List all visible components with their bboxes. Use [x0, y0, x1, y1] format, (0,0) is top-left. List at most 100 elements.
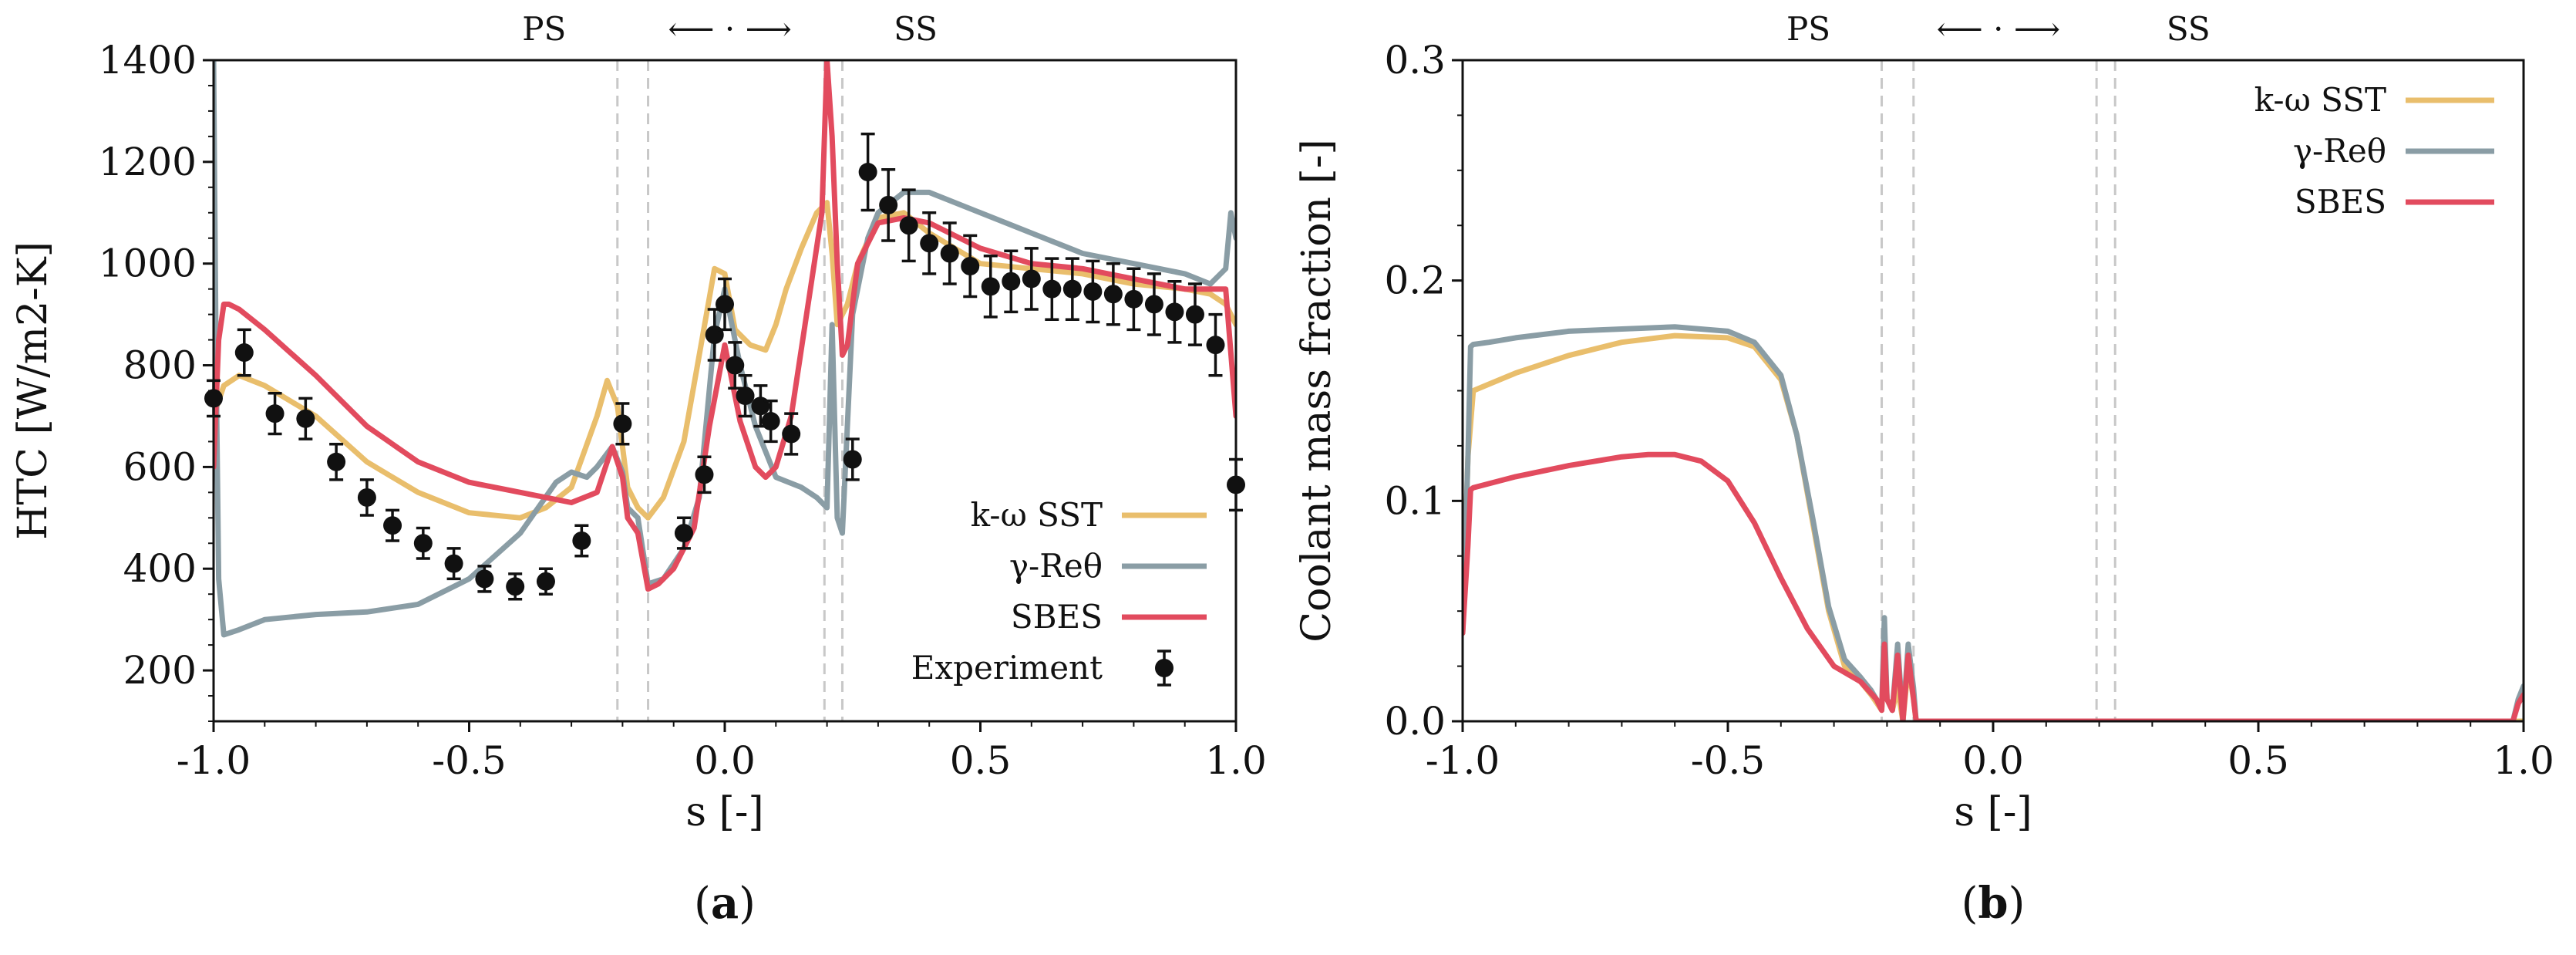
experiment-point — [413, 526, 433, 560]
panel-b-label-letter: b — [1978, 878, 2008, 929]
experiment-marker — [383, 516, 402, 535]
panel-a-htc-chart: -1.0 -0.5 0.0 0.5 1.0 200 400 600 800 1000 1200 140… — [10, 10, 1267, 929]
experiment-point — [1062, 257, 1082, 321]
experiment-point — [327, 442, 346, 481]
panel-b-x-axis-title: s [-] — [1954, 789, 2032, 835]
panel-b-x-tick-label: -1.0 — [1426, 738, 1500, 783]
experiment-marker — [1103, 285, 1123, 304]
panel-a-experiment-points — [204, 132, 1245, 601]
panel-b-legend: k-ω SST γ-Reθ SBES — [2254, 81, 2494, 221]
panel-b-y-tick-label: 0.3 — [1384, 38, 1446, 83]
legend-entry-gamma: γ-Reθ — [1009, 547, 1207, 585]
experiment-marker — [705, 325, 724, 344]
panel-b-series-line-sst — [1463, 332, 2524, 721]
experiment-marker — [751, 397, 770, 416]
experiment-point — [383, 508, 402, 542]
experiment-point — [1124, 267, 1143, 332]
panel-b-marker-lines — [1881, 60, 2116, 721]
panel-a-axis-ticks: -1.0 -0.5 0.0 0.5 1.0 200 400 600 800 1000 1200 140… — [99, 38, 1267, 783]
panel-a-marker-lines — [616, 60, 844, 721]
experiment-point — [296, 397, 315, 440]
legend-entry-experiment: Experiment — [911, 649, 1174, 687]
panel-a-annotation-ps: PS — [522, 10, 566, 48]
legend-label: γ-Reθ — [1009, 547, 1103, 585]
panel-b-series — [1463, 324, 2524, 721]
panel-b-y-tick-label: 0.0 — [1384, 699, 1446, 744]
panel-a-y-tick-label: 200 — [123, 648, 197, 693]
experiment-marker — [1062, 279, 1082, 299]
legend-entry-sst: k-ω SST — [2254, 81, 2494, 119]
experiment-point — [1185, 282, 1204, 346]
experiment-marker — [761, 412, 780, 431]
panel-a-x-tick-label: -1.0 — [177, 738, 251, 783]
panel-a-series-line-sst — [214, 200, 1236, 521]
experiment-point — [782, 412, 801, 456]
experiment-marker — [357, 488, 376, 507]
experiment-point — [1206, 312, 1225, 377]
panel-a-x-tick-label: 0.5 — [950, 738, 1012, 783]
panel-a-label-letter: a — [711, 878, 739, 929]
panel-a-y-tick-label: 1000 — [99, 241, 197, 286]
experiment-point — [613, 402, 632, 446]
experiment-marker — [413, 534, 433, 553]
panel-b-annotation-ps: PS — [1786, 10, 1830, 48]
panel-b-series-line-gamma — [1463, 324, 2524, 721]
experiment-point — [843, 437, 862, 481]
panel-a-y-tick-label: 1200 — [99, 140, 197, 184]
experiment-marker — [716, 295, 734, 314]
experiment-marker — [444, 554, 463, 573]
experiment-marker — [234, 343, 254, 363]
experiment-marker — [782, 424, 801, 444]
panel-b-annotation-ss: SS — [2167, 10, 2211, 48]
panel-b-axis-ticks: -1.0 -0.5 0.0 0.5 1.0 0.0 0.1 0.2 0.3 — [1384, 38, 2554, 783]
panel-b-x-tick-label: 0.0 — [1962, 738, 2024, 783]
panel-b-y-tick-label: 0.1 — [1384, 478, 1446, 523]
experiment-point — [1165, 280, 1184, 344]
legend-entry-sbes: SBES — [1011, 598, 1207, 636]
experiment-point — [940, 221, 959, 285]
experiment-marker — [981, 277, 1000, 296]
experiment-marker — [1042, 279, 1062, 299]
legend-label: k-ω SST — [971, 496, 1103, 534]
experiment-marker — [1002, 272, 1021, 291]
experiment-point — [444, 547, 463, 581]
panel-a-x-tick-label: 0.0 — [694, 738, 756, 783]
experiment-point — [920, 211, 939, 275]
experiment-marker — [1165, 302, 1184, 322]
panel-b-y-axis-title: Coolant mass fraction [-] — [1294, 139, 1340, 642]
experiment-marker — [940, 244, 959, 263]
legend-label: SBES — [2295, 183, 2386, 221]
experiment-marker — [613, 414, 632, 434]
panel-b-label: (b) — [1961, 878, 2025, 929]
panel-a-x-tick-label: -0.5 — [432, 738, 506, 783]
experiment-marker — [572, 531, 591, 550]
panel-a-y-axis-title: HTC [W/m2-K] — [10, 241, 56, 540]
experiment-marker — [1022, 269, 1041, 289]
panel-a-x-axis-title: s [-] — [685, 789, 763, 835]
experiment-point — [1144, 272, 1163, 336]
legend-entry-gamma: γ-Reθ — [2293, 132, 2494, 170]
experiment-marker — [920, 234, 939, 253]
experiment-point — [961, 234, 980, 299]
experiment-point — [695, 455, 714, 494]
experiment-point — [674, 516, 693, 550]
legend-label: Experiment — [911, 649, 1103, 687]
panel-a-y-tick-label: 600 — [123, 444, 197, 489]
experiment-point — [234, 328, 254, 377]
experiment-point — [506, 572, 525, 601]
experiment-point — [265, 392, 285, 436]
panel-a-x-tick-label: 1.0 — [1205, 738, 1267, 783]
panel-a-series-line-sbes — [214, 60, 1236, 592]
experiment-point — [879, 167, 898, 242]
experiment-marker — [726, 356, 745, 375]
experiment-point — [858, 132, 877, 212]
experiment-marker — [296, 409, 315, 428]
panel-b-annotation-arrow: ⟵ · ⟶ — [1937, 10, 2060, 48]
panel-b-series-line-sbes — [1463, 451, 2524, 721]
experiment-point — [981, 255, 1000, 319]
experiment-point — [1002, 249, 1021, 314]
legend-label: SBES — [1011, 598, 1103, 636]
panel-a-annotation-arrow: ⟵ · ⟶ — [668, 10, 791, 48]
panel-a-label: (a) — [694, 878, 756, 929]
